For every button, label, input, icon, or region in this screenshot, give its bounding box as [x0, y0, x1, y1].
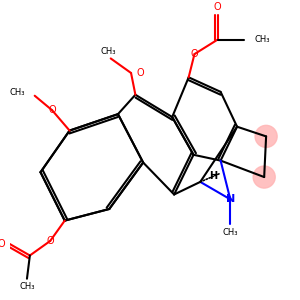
Text: CH₃: CH₃	[254, 35, 269, 44]
Text: CH₃: CH₃	[223, 228, 238, 237]
Text: H: H	[209, 171, 217, 181]
Text: CH₃: CH₃	[100, 47, 116, 56]
Text: O: O	[137, 68, 145, 78]
Text: CH₃: CH₃	[19, 282, 35, 291]
Text: O: O	[48, 105, 56, 115]
Text: O: O	[191, 49, 198, 59]
Text: N: N	[226, 194, 235, 204]
Circle shape	[255, 125, 277, 147]
Text: O: O	[46, 236, 54, 246]
Text: O: O	[214, 2, 221, 12]
Circle shape	[253, 166, 275, 188]
Text: O: O	[0, 239, 5, 249]
Text: CH₃: CH₃	[9, 88, 25, 97]
